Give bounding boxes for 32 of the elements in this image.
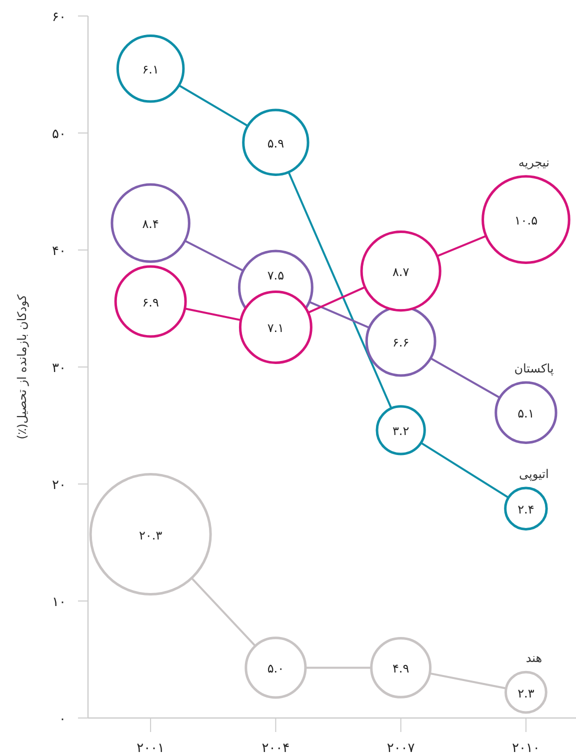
x-tick-label: ۲۰۱۰ [512,741,540,754]
data-label: ۵.۱ [518,406,534,421]
y-tick-label: ۴۰ [52,244,66,259]
y-tick-label: ۳۰ [52,361,66,376]
data-label: ۳.۲ [392,424,410,438]
data-label: ۵.۰ [267,662,284,676]
data-label: ۲۰.۳ [138,528,163,542]
y-tick-label: ۵۰ [52,127,66,142]
y-tick-label: ۱۰ [52,595,66,610]
y-tick-label: ۲۰ [52,478,66,493]
y-tick-label: ۰ [59,712,66,727]
data-label: ۵.۹ [267,136,284,150]
data-label: ۶.۶ [392,335,410,350]
x-tick-label: ۲۰۰۴ [262,741,290,754]
data-label: ۶.۱ [142,62,159,77]
data-label: ۷.۵ [267,268,284,282]
series-label: پاکستان [514,362,554,376]
data-label: ۸.۷ [392,265,410,280]
y-tick-label: ۶۰ [52,10,66,25]
series-label: اتیوپی [519,466,549,481]
data-label: ۸.۴ [142,217,159,232]
series-label: هند [526,651,542,666]
data-label: ۱۰.۵ [514,214,538,228]
x-tick-label: ۲۰۰۷ [386,741,415,754]
data-label: ۶.۹ [142,295,159,310]
data-label: ۷.۱ [267,321,284,336]
series-label: نیجریه [518,155,550,170]
y-axis-title: کودکان بازمانده از تحصیل(٪) [15,294,29,440]
x-tick-label: ۲۰۰۱ [136,741,165,754]
data-label: ۴.۹ [392,662,410,676]
data-label: ۲.۴ [518,502,534,517]
data-label: ۲.۳ [518,686,535,700]
